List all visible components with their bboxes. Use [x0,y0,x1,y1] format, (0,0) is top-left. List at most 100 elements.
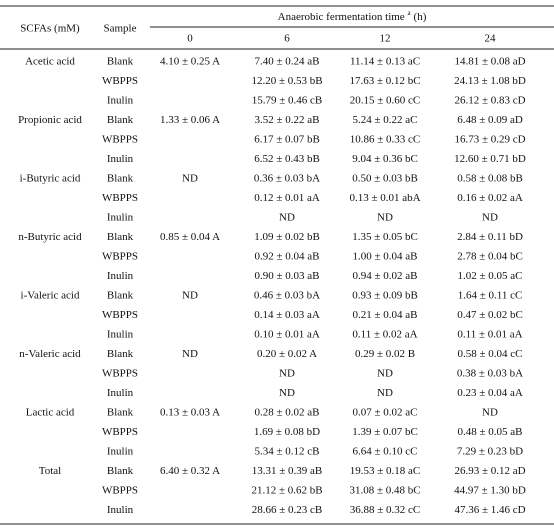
sample-name: Inulin [107,94,134,106]
cell-value: 17.63 ± 0.12 bC [349,75,420,87]
group-name: Lactic acid [26,406,75,418]
sample-name: Inulin [107,504,134,516]
cell-value: 0.21 ± 0.04 aB [352,309,417,321]
sample-name: WBPPS [102,367,138,379]
group-name: i-Butyric acid [20,172,81,184]
group-name: Acetic acid [25,55,75,67]
sample-name: Inulin [107,328,134,340]
cell-value: 21.12 ± 0.62 bB [251,484,322,496]
cell-value: 28.66 ± 0.23 cB [252,504,323,516]
cell-value: 13.31 ± 0.39 aB [252,465,323,477]
sample-name: WBPPS [102,192,138,204]
cell-value: 15.79 ± 0.46 cB [252,94,323,106]
cell-value: 5.34 ± 0.12 cB [254,445,319,457]
header-time-value: 24 [485,33,497,45]
cell-value: ND [182,172,198,184]
cell-value: 16.73 ± 0.29 cD [454,133,525,145]
cell-value: 9.04 ± 0.36 bC [352,153,418,165]
cell-value: 0.47 ± 0.02 bC [457,309,523,321]
cell-value: 36.88 ± 0.32 cC [350,504,421,516]
cell-value: 6.48 ± 0.09 aD [457,114,523,126]
cell-value: 19.53 ± 0.18 aC [350,465,421,477]
sample-name: WBPPS [102,426,138,438]
cell-value: 1.64 ± 0.11 cC [458,289,523,301]
cell-value: 1.33 ± 0.06 A [160,114,220,126]
cell-value: 0.93 ± 0.09 bB [352,289,418,301]
cell-value: 1.09 ± 0.02 bB [254,231,320,243]
cell-value: 0.58 ± 0.04 cC [457,348,522,360]
cell-value: 0.10 ± 0.01 aA [254,328,320,340]
cell-value: 0.12 ± 0.01 aA [254,192,320,204]
cell-value: 1.69 ± 0.08 bD [254,426,320,438]
cell-value: 1.35 ± 0.05 bC [352,231,418,243]
header-time-value: 0 [187,33,193,45]
cell-value: 5.24 ± 0.22 aC [352,114,417,126]
cell-value: 12.20 ± 0.53 bB [251,75,322,87]
cell-value: 3.52 ± 0.22 aB [254,114,319,126]
cell-value: 1.02 ± 0.05 aC [457,270,522,282]
cell-value: 1.39 ± 0.07 bC [352,426,418,438]
sample-name: WBPPS [102,484,138,496]
sample-name: WBPPS [102,309,138,321]
cell-value: 11.14 ± 0.13 aC [350,55,420,67]
cell-value: 6.52 ± 0.43 bB [254,153,320,165]
cell-value: ND [377,387,393,399]
cell-value: 2.84 ± 0.11 bD [457,231,523,243]
cell-value: ND [182,289,198,301]
sample-name: WBPPS [102,250,138,262]
cell-value: 7.29 ± 0.23 bD [457,445,523,457]
cell-value: 0.07 ± 0.02 aC [352,406,417,418]
sample-name: WBPPS [102,75,138,87]
group-name: Propionic acid [18,114,82,126]
cell-value: 0.14 ± 0.03 aA [254,309,320,321]
cell-value: 6.64 ± 0.10 cC [352,445,417,457]
cell-value: 6.17 ± 0.07 bB [254,133,320,145]
cell-value: 0.50 ± 0.03 bB [352,172,418,184]
cell-value: ND [279,367,295,379]
group-name: n-Valeric acid [19,348,81,360]
cell-value: 0.38 ± 0.03 bA [457,367,523,379]
cell-value: 0.16 ± 0.02 aA [457,192,523,204]
cell-value: 0.94 ± 0.02 aB [352,270,417,282]
header-time-value: 6 [284,33,290,45]
cell-value: 26.12 ± 0.83 cD [454,94,525,106]
cell-value: 20.15 ± 0.60 cC [350,94,421,106]
sample-name: Blank [107,348,134,360]
sample-name: WBPPS [102,133,138,145]
cell-value: 0.13 ± 0.03 A [160,406,220,418]
sample-name: Blank [107,114,134,126]
cell-value: 0.20 ± 0.02 A [257,348,317,360]
cell-value: 0.23 ± 0.04 aA [457,387,523,399]
sample-name: Inulin [107,211,134,223]
cell-value: 0.58 ± 0.08 bB [457,172,523,184]
sample-name: Blank [107,406,134,418]
sample-name: Blank [107,55,134,67]
sample-name: Blank [107,289,134,301]
cell-value: ND [482,406,498,418]
cell-value: 31.08 ± 0.48 bC [349,484,420,496]
cell-value: 0.85 ± 0.04 A [160,231,220,243]
time-unit: (h) [414,11,427,23]
sample-name: Blank [107,172,134,184]
sample-name: Blank [107,465,134,477]
cell-value: 4.10 ± 0.25 A [160,55,220,67]
time-title: Anaerobic fermentation time [278,11,405,23]
time-note: a [407,9,411,17]
cell-value: 14.81 ± 0.08 aD [454,55,525,67]
cell-value: ND [482,211,498,223]
header-time: Anaerobic fermentation time a (h) [278,9,427,23]
cell-value: 10.86 ± 0.33 cC [350,133,421,145]
cell-value: 0.90 ± 0.03 aB [254,270,319,282]
cell-value: ND [182,348,198,360]
cell-value: 2.78 ± 0.04 bC [457,250,523,262]
cell-value: 0.11 ± 0.02 aA [352,328,417,340]
sample-name: Inulin [107,445,134,457]
cell-value: ND [279,211,295,223]
cell-value: 12.60 ± 0.71 bD [454,153,526,165]
sample-name: Inulin [107,270,134,282]
cell-value: 0.11 ± 0.01 aA [457,328,522,340]
cell-value: 0.46 ± 0.03 bA [254,289,320,301]
cell-value: ND [377,211,393,223]
cell-value: 47.36 ± 1.46 cD [454,504,525,516]
